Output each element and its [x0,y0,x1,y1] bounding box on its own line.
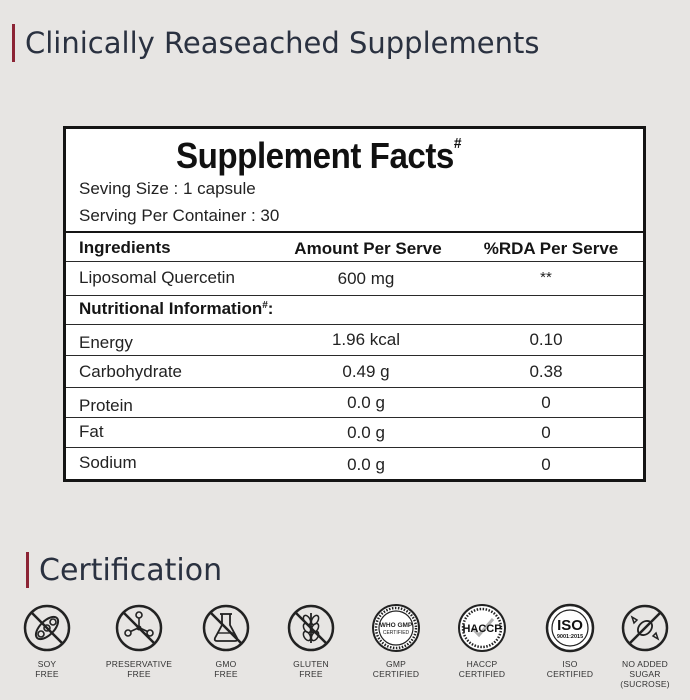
page-header: Clinically Reaseached Supplements [12,24,539,62]
cert-iso-certified: ISO 9001:2015 ISO CERTIFIED [530,603,610,679]
haccp-badge-text: HACCP [462,623,501,635]
column-header-ingredients: Ingredients [79,238,171,257]
gmo-free-icon [202,604,250,652]
nutrient-name: Fat [79,422,104,441]
cert-gmp-certified: WHO GMP CERTIFIED GMP CERTIFIED [356,603,436,679]
column-header-amount: Amount Per Serve [294,239,442,258]
cert-preservative-free: PRESERVATIVE FREE [99,603,179,679]
cert-gluten-free: GLUTEN FREE [271,603,351,679]
nutrient-rda: 0.10 [529,330,563,349]
cert-label: GLUTEN FREE [293,659,329,679]
accent-bar [26,552,29,588]
nutrient-amount: 0.0 g [347,423,385,442]
nutrition-label: Nutritional Information#: [79,299,274,318]
serving-per-container: Serving Per Container : 30 [79,206,280,225]
certification-badges: SOY FREE PRESERVATIVE FREE GMO FREE [22,603,682,689]
accent-bar [12,24,15,62]
nutrient-name: Carbohydrate [79,362,183,381]
supplement-facts-title: Supplement Facts# [176,135,462,176]
nutrient-name: Sodium [79,453,137,472]
nutrition-header-row: Nutritional Information#: [66,295,643,325]
nutrient-rda: 0.38 [529,362,563,381]
nutrient-amount: 1.96 kcal [331,330,401,349]
iso-certified-icon: ISO 9001:2015 [545,603,595,653]
table-row: Fat 0.0 g 0 [66,417,643,447]
cert-gmo-free: GMO FREE [186,603,266,679]
ingredient-rda: ** [540,269,552,286]
no-added-sugar-icon [621,604,669,652]
facts-title-mark: # [453,135,462,152]
gmp-certified-icon: WHO GMP CERTIFIED [372,604,420,652]
cert-haccp-certified: HACCP HACCP CERTIFIED [442,603,522,679]
cert-soy-free: SOY FREE [7,603,87,679]
table-row: Protein 0.0 g 0 [66,387,643,417]
nutrient-rda: 0 [541,423,551,442]
preservative-free-icon [115,604,163,652]
nutrient-amount: 0.49 g [342,362,390,381]
iso-badge-subtext: 9001:2015 [557,634,583,640]
nutrient-name: Protein [79,396,133,415]
table-row: Liposomal Quercetin 600 mg ** [66,261,643,295]
table-row: Sodium 0.0 g 0 [66,447,643,479]
haccp-certified-icon: HACCP [458,604,506,652]
soy-free-icon [23,604,71,652]
nutrient-name: Energy [79,333,133,352]
table-header-row: Ingredients Amount Per Serve %RDA Per Se… [66,231,643,261]
gmp-badge-subtext: CERTIFIED [383,630,410,636]
cert-label: HACCP CERTIFIED [458,659,506,679]
page-title: Clinically Reaseached Supplements [25,26,540,60]
ingredient-name: Liposomal Quercetin [79,268,235,287]
cert-label: GMP CERTIFIED [372,659,420,679]
ingredient-amount: 600 mg [337,269,395,288]
cert-label: SOY FREE [35,659,59,679]
cert-label: ISO CERTIFIED [546,659,594,679]
table-row: Carbohydrate 0.49 g 0.38 [66,355,643,387]
nutrient-amount: 0.0 g [347,393,385,412]
table-row: Energy 1.96 kcal 0.10 [66,324,643,355]
iso-badge-text: ISO [557,617,583,634]
supplement-facts-panel: Supplement Facts# Seving Size : 1 capsul… [63,126,646,482]
nutrient-rda: 0 [541,393,551,412]
gluten-free-icon [287,604,335,652]
certification-header: Certification [26,552,222,588]
cert-no-added-sugar: NO ADDED SUGAR (SUCROSE) [606,603,684,689]
serving-size: Seving Size : 1 capsule [79,179,256,198]
cert-label: GMO FREE [214,659,238,679]
gmp-badge-text: WHO GMP [380,622,413,629]
nutrition-mark: # [262,300,268,311]
cert-label: PRESERVATIVE FREE [105,659,173,679]
certification-title: Certification [39,552,223,588]
nutrient-amount: 0.0 g [347,455,385,474]
column-header-rda: %RDA Per Serve [483,239,619,258]
cert-label: NO ADDED SUGAR (SUCROSE) [620,659,670,689]
nutrient-rda: 0 [541,455,551,474]
